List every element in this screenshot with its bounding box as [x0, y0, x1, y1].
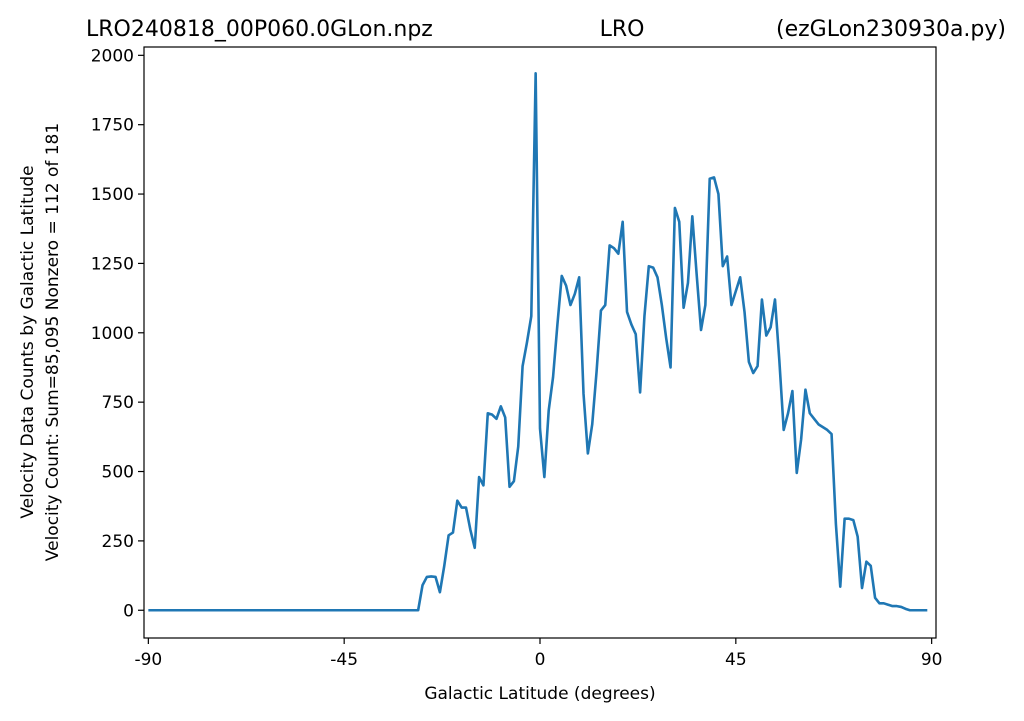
- chart-title-right: (ezGLon230930a.py): [776, 17, 1006, 42]
- y-tick-label: 500: [102, 463, 134, 483]
- x-axis-ticks: -90 -45 0 45 90: [134, 638, 942, 670]
- plot-frame: [143, 46, 937, 639]
- y-tick-label: 1250: [91, 254, 134, 274]
- y-axis-label-line1: Velocity Data Counts by Galactic Latitud…: [18, 165, 38, 518]
- y-tick-label: 1500: [91, 185, 134, 205]
- y-tick-label: 2000: [91, 46, 134, 66]
- x-tick-label: -45: [330, 650, 358, 670]
- chart-title-left: LRO240818_00P060.0GLon.npz: [86, 17, 433, 42]
- x-tick-label: 90: [921, 650, 943, 670]
- y-tick-label: 750: [102, 393, 134, 413]
- y-axis-ticks: 0 250 500 750 1000 1250 1500 1750 2000: [91, 46, 144, 621]
- y-tick-label: 1000: [91, 324, 134, 344]
- x-tick-label: -90: [134, 650, 162, 670]
- series-line: [148, 72, 928, 612]
- x-tick-label: 45: [725, 650, 747, 670]
- y-tick-label: 1750: [91, 116, 134, 136]
- y-tick-label: 0: [123, 601, 134, 621]
- x-tick-label: 0: [535, 650, 546, 670]
- y-axis-label-line2: Velocity Count: Sum=85,095 Nonzero = 112…: [43, 123, 63, 561]
- y-tick-label: 250: [102, 532, 134, 552]
- x-axis-label: Galactic Latitude (degrees): [424, 684, 655, 704]
- chart-title-center: LRO: [600, 17, 645, 42]
